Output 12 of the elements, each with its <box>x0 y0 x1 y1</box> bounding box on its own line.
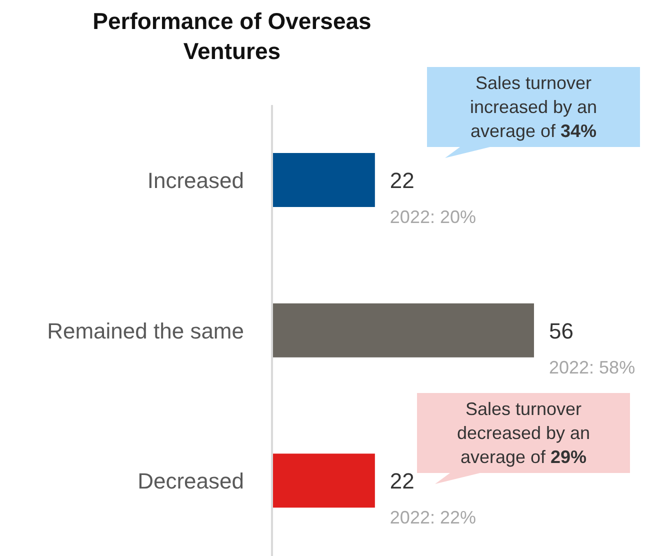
chart-title: Performance of Overseas Ventures <box>92 7 372 66</box>
data-label: 22 <box>390 468 414 494</box>
text: 2022: 58% <box>549 357 636 378</box>
y-tick-label: Decreased <box>138 468 244 494</box>
data-label: 22 <box>390 168 414 193</box>
y-tick-label: Remained the same <box>47 318 244 344</box>
annotation: Sales turnover decreased by an average of 29% <box>456 398 592 469</box>
annotation: Sales turnover increased by an average of 34% <box>468 72 598 143</box>
y-tick-label: Increased <box>147 168 244 193</box>
annotation: 2022: 22% <box>390 508 476 528</box>
data-label: 56 <box>549 318 574 344</box>
annotation: 2022: 20% <box>390 207 476 227</box>
